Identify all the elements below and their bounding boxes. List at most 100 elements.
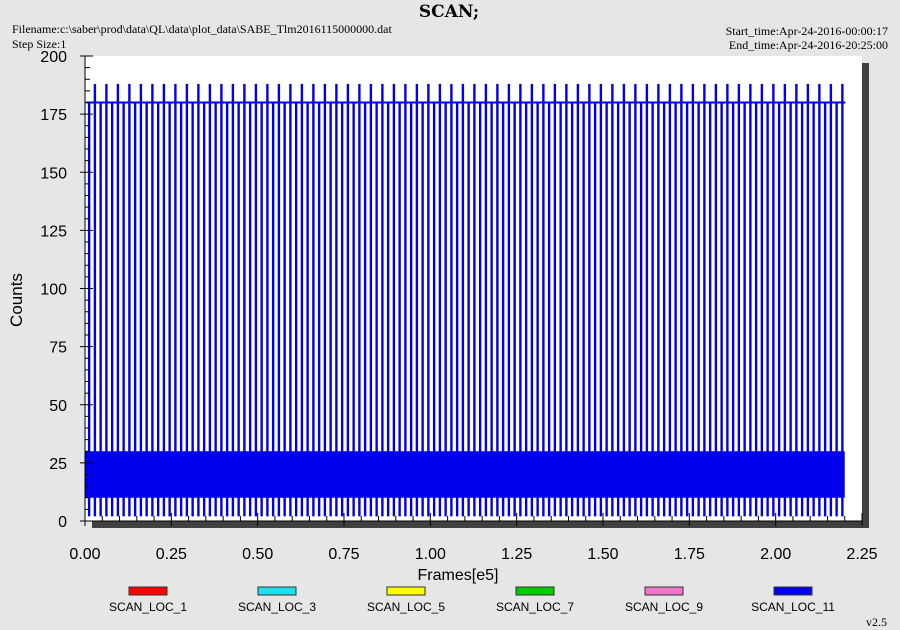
x-tick-label: 1.25 bbox=[501, 546, 532, 563]
spike-mark bbox=[409, 102, 413, 517]
y-tick-label: 50 bbox=[49, 398, 67, 415]
spike-mark-tall bbox=[277, 83, 281, 517]
spike-mark bbox=[651, 102, 654, 517]
spike-mark-tall bbox=[565, 83, 568, 517]
spike-mark-tall bbox=[645, 83, 649, 517]
y-tick-label: 25 bbox=[49, 456, 67, 473]
spike-mark bbox=[145, 102, 148, 517]
spike-mark-tall bbox=[151, 83, 154, 517]
spike-mark bbox=[754, 102, 758, 517]
version-label: v2.5 bbox=[866, 615, 887, 629]
spike-mark-tall bbox=[185, 83, 189, 517]
spike-mark bbox=[225, 102, 229, 517]
spike-mark-tall bbox=[542, 83, 545, 517]
y-tick-label: 75 bbox=[49, 340, 67, 357]
spike-mark bbox=[674, 102, 677, 517]
spike-mark-tall bbox=[174, 83, 177, 517]
spike-mark bbox=[432, 102, 436, 517]
spike-mark-tall bbox=[427, 83, 430, 517]
legend-swatch bbox=[644, 586, 684, 596]
spike-mark bbox=[708, 102, 712, 517]
spike-mark-tall bbox=[105, 83, 108, 517]
spike-mark-tall bbox=[680, 83, 683, 517]
spike-mark bbox=[294, 102, 298, 517]
spike-mark bbox=[513, 102, 516, 517]
spike-mark-tall bbox=[300, 83, 304, 517]
spike-mark bbox=[398, 102, 401, 517]
step-size-label: Step Size:1 bbox=[12, 37, 66, 51]
spike-mark bbox=[743, 102, 746, 517]
spike-mark bbox=[766, 102, 769, 517]
spike-mark bbox=[501, 102, 505, 517]
spike-mark bbox=[375, 102, 378, 517]
spike-mark-tall bbox=[381, 83, 384, 517]
spike-mark bbox=[570, 102, 574, 517]
spike-mark bbox=[110, 102, 114, 517]
x-tick-label: 1.50 bbox=[587, 546, 618, 563]
spike-mark-tall bbox=[254, 83, 258, 517]
spike-mark-tall bbox=[599, 83, 603, 517]
spike-mark-tall bbox=[749, 83, 752, 517]
x-tick-label: 1.75 bbox=[674, 546, 705, 563]
spike-mark bbox=[133, 102, 137, 517]
legend-swatch bbox=[386, 586, 426, 596]
x-axis-label: Frames[e5] bbox=[418, 567, 499, 584]
spike-mark bbox=[582, 102, 585, 517]
spike-mark bbox=[421, 102, 424, 517]
spike-mark bbox=[593, 102, 597, 517]
spike-mark-tall bbox=[829, 83, 833, 517]
spike-mark bbox=[835, 102, 838, 517]
spike-mark bbox=[306, 102, 309, 517]
spike-mark-tall bbox=[116, 83, 120, 517]
spike-mark bbox=[202, 102, 206, 517]
legend-label: SCAN_LOC_3 bbox=[238, 600, 316, 614]
start-time-label: Start_time:Apr-24-2016-00:00:17 bbox=[726, 24, 888, 38]
legend-swatch bbox=[515, 586, 555, 596]
spike-mark-tall bbox=[657, 83, 660, 517]
spike-mark-tall bbox=[335, 83, 338, 517]
spike-mark bbox=[260, 102, 263, 517]
spike-mark-tall bbox=[737, 83, 741, 517]
spike-mark-tall bbox=[576, 83, 580, 517]
baseline-band bbox=[85, 451, 845, 498]
spike-mark bbox=[800, 102, 804, 517]
spike-mark-tall bbox=[841, 83, 844, 517]
legend-label: SCAN_LOC_7 bbox=[496, 600, 574, 614]
spike-mark-tall bbox=[519, 83, 522, 517]
spike-mark-tall bbox=[691, 83, 695, 517]
spike-mark bbox=[283, 102, 286, 517]
spike-mark bbox=[685, 102, 689, 517]
spike-mark-tall bbox=[404, 83, 407, 517]
spike-mark bbox=[248, 102, 252, 517]
spike-mark-tall bbox=[289, 83, 292, 517]
spike-mark-tall bbox=[438, 83, 442, 517]
spike-mark-tall bbox=[346, 83, 350, 517]
spike-mark bbox=[536, 102, 539, 517]
spike-mark bbox=[179, 102, 183, 517]
legend-swatch bbox=[773, 586, 813, 596]
spike-mark-tall bbox=[714, 83, 718, 517]
spike-mark-tall bbox=[323, 83, 327, 517]
spike-mark bbox=[662, 102, 666, 517]
legend-label: SCAN_LOC_1 bbox=[109, 600, 187, 614]
spike-mark bbox=[352, 102, 355, 517]
spike-mark bbox=[789, 102, 792, 517]
spike-mark-tall bbox=[496, 83, 499, 517]
y-tick-label: 175 bbox=[40, 107, 67, 124]
spike-mark bbox=[616, 102, 620, 517]
spike-mark-tall bbox=[795, 83, 798, 517]
spike-mark-tall bbox=[507, 83, 511, 517]
data-layer bbox=[85, 83, 846, 517]
chart-title: SCAN; bbox=[419, 2, 479, 22]
y-tick-label: 100 bbox=[40, 282, 67, 299]
x-tick-label: 2.25 bbox=[846, 546, 877, 563]
legend-label: SCAN_LOC_5 bbox=[367, 600, 445, 614]
y-tick-label: 0 bbox=[58, 514, 67, 531]
spike-mark-tall bbox=[668, 83, 672, 517]
spike-mark bbox=[605, 102, 608, 517]
spike-mark-tall bbox=[392, 83, 396, 517]
spike-mark bbox=[812, 102, 815, 517]
y-axis-label: Counts bbox=[7, 273, 26, 327]
legend-label: SCAN_LOC_9 bbox=[625, 600, 703, 614]
spike-mark bbox=[214, 102, 217, 517]
